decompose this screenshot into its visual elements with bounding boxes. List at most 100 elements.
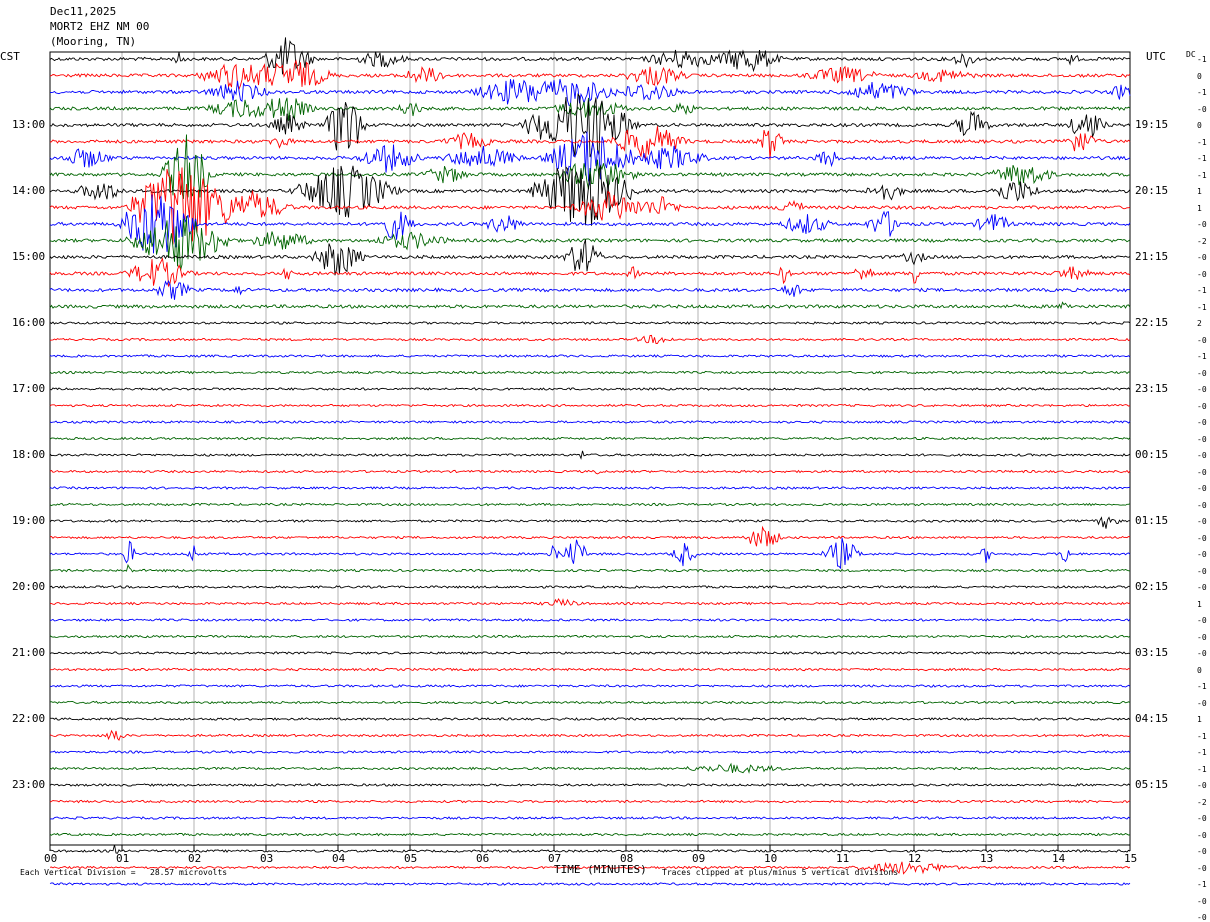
dc-offset-label: -0 bbox=[1197, 863, 1207, 873]
trace-row-21 bbox=[49, 403, 1131, 408]
dc-offset-label: -1 bbox=[1197, 302, 1207, 312]
x-tick-label-12: 12 bbox=[908, 852, 922, 865]
x-tick-label-04: 04 bbox=[332, 852, 346, 865]
trace-row-33 bbox=[49, 598, 1131, 606]
left-hour-label: 17:00 bbox=[12, 382, 46, 395]
trace-row-24 bbox=[49, 450, 1131, 460]
dc-offset-label: -0 bbox=[1197, 335, 1207, 345]
dc-offset-label: 0 bbox=[1197, 665, 1202, 675]
trace-row-10 bbox=[49, 194, 1131, 254]
right-hour-label: 05:15 bbox=[1135, 778, 1169, 791]
dc-offset-label: -1 bbox=[1197, 137, 1207, 147]
x-tick-label-06: 06 bbox=[476, 852, 490, 865]
dc-offset-label: -0 bbox=[1197, 500, 1207, 510]
right-hour-label: 00:15 bbox=[1135, 448, 1169, 461]
right-hour-label: 03:15 bbox=[1135, 646, 1169, 659]
trace-row-16 bbox=[49, 321, 1131, 325]
dc-offset-label: -0 bbox=[1197, 220, 1207, 229]
x-tick-label-03: 03 bbox=[260, 852, 274, 865]
dc-offset-label: -2 bbox=[1197, 236, 1207, 246]
x-tick-label-09: 09 bbox=[692, 852, 706, 865]
x-tick-label-13: 13 bbox=[980, 852, 994, 865]
x-tick-label-02: 02 bbox=[188, 852, 202, 865]
left-hour-label: 22:00 bbox=[12, 712, 46, 725]
trace-row-36 bbox=[49, 651, 1131, 655]
trace-row-49 bbox=[49, 861, 1131, 875]
location-label: (Mooring, TN) bbox=[50, 35, 137, 48]
trace-row-13 bbox=[49, 257, 1131, 288]
dc-offset-label: -0 bbox=[1197, 913, 1207, 922]
dc-offset-label: -0 bbox=[1197, 104, 1207, 114]
dc-offset-label: -1 bbox=[1197, 731, 1207, 741]
trace-row-30 bbox=[49, 537, 1131, 570]
trace-row-43 bbox=[49, 762, 1131, 774]
trace-row-31 bbox=[49, 563, 1131, 573]
date-label: Dec11,2025 bbox=[50, 5, 117, 18]
dc-offset-label: -0 bbox=[1197, 401, 1207, 411]
trace-row-7 bbox=[49, 134, 1131, 200]
x-tick-label-05: 05 bbox=[404, 852, 418, 865]
clip-note: Traces clipped at plus/minus 5 vertical … bbox=[662, 868, 899, 877]
right-hour-label: 21:15 bbox=[1135, 250, 1169, 263]
dc-offset-label: -1 bbox=[1197, 286, 1207, 295]
trace-row-48 bbox=[49, 844, 1131, 854]
dc-offset-label: -0 bbox=[1197, 698, 1207, 708]
trace-row-25 bbox=[49, 469, 1131, 475]
x-tick-label-11: 11 bbox=[836, 852, 850, 865]
x-tick-label-08: 08 bbox=[620, 852, 634, 865]
dc-offset-label: -1 bbox=[1197, 748, 1207, 757]
dc-offset-label: -0 bbox=[1197, 847, 1207, 856]
dc-offset-label: 0 bbox=[1197, 121, 1202, 130]
trace-row-44 bbox=[49, 783, 1131, 787]
dc-offset-label: -0 bbox=[1197, 830, 1207, 840]
trace-row-29 bbox=[49, 525, 1131, 547]
trace-row-15 bbox=[49, 301, 1131, 310]
trace-row-3 bbox=[49, 97, 1131, 121]
left-hour-label: 16:00 bbox=[12, 316, 46, 329]
right-hour-label: 22:15 bbox=[1135, 316, 1169, 329]
trace-row-17 bbox=[49, 334, 1131, 344]
x-tick-label-10: 10 bbox=[764, 852, 778, 865]
right-hour-label: 04:15 bbox=[1135, 712, 1169, 725]
dc-offset-label: -0 bbox=[1197, 814, 1207, 823]
trace-row-0 bbox=[49, 37, 1131, 75]
dc-offset-label: -1 bbox=[1197, 154, 1207, 163]
right-hour-label: 19:15 bbox=[1135, 118, 1169, 131]
trace-row-41 bbox=[49, 729, 1131, 741]
dc-offset-label: -2 bbox=[1197, 797, 1207, 807]
left-hour-label: 19:00 bbox=[12, 514, 46, 527]
left-hour-label: 20:00 bbox=[12, 580, 46, 593]
x-tick-label-14: 14 bbox=[1052, 852, 1066, 865]
dc-offset-label: -0 bbox=[1197, 566, 1207, 576]
left-timezone-label: CST bbox=[0, 50, 20, 63]
scale-note: Each Vertical Division = 28.57 microvolt… bbox=[20, 868, 228, 877]
x-tick-label-07: 07 bbox=[548, 852, 562, 865]
dc-offset-label: 1 bbox=[1197, 715, 1202, 724]
trace-row-9 bbox=[49, 167, 1131, 245]
dc-offset-label: -0 bbox=[1197, 896, 1207, 906]
right-hour-label: 23:15 bbox=[1135, 382, 1169, 395]
dc-offset-label: -1 bbox=[1197, 170, 1207, 180]
trace-row-35 bbox=[49, 634, 1131, 639]
right-hour-label: 02:15 bbox=[1135, 580, 1169, 593]
left-hour-label: 14:00 bbox=[12, 184, 46, 197]
left-hour-label: 15:00 bbox=[12, 250, 46, 263]
dc-offset-label: 1 bbox=[1197, 203, 1202, 213]
dc-offset-label: -0 bbox=[1197, 484, 1207, 493]
dc-offset-label: -0 bbox=[1197, 418, 1207, 427]
x-tick-label-00: 00 bbox=[44, 852, 58, 865]
trace-row-2 bbox=[49, 78, 1131, 107]
trace-row-34 bbox=[49, 618, 1131, 622]
trace-row-40 bbox=[49, 717, 1131, 721]
grid-lines bbox=[49, 51, 1131, 846]
time-axis bbox=[49, 845, 1131, 851]
trace-row-28 bbox=[49, 516, 1131, 529]
x-tick-label-01: 01 bbox=[116, 852, 130, 865]
left-hour-label: 23:00 bbox=[12, 778, 46, 791]
trace-row-1 bbox=[49, 59, 1131, 91]
seismic-traces bbox=[49, 37, 1131, 886]
dc-offset-label: -0 bbox=[1197, 616, 1207, 625]
plot-frame bbox=[49, 51, 1131, 846]
trace-row-46 bbox=[49, 816, 1131, 820]
trace-row-37 bbox=[50, 667, 1131, 672]
